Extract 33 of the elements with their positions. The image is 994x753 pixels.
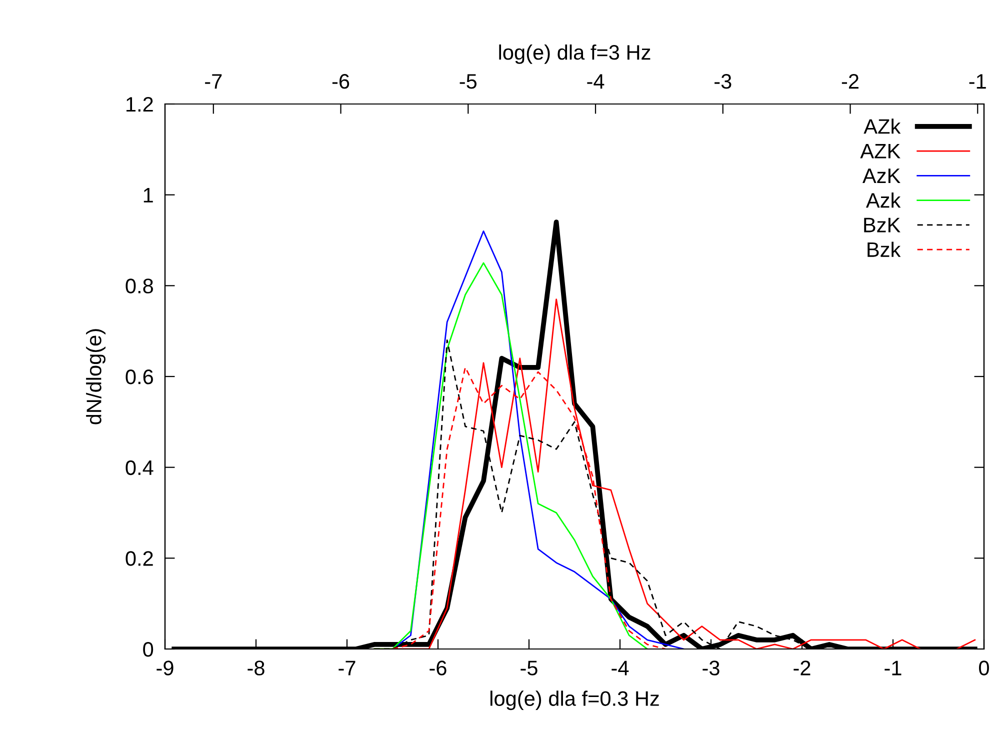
legend-label: BzK	[864, 218, 900, 232]
legend-label: AzK	[862, 168, 900, 183]
y-tick-label: 0.4	[126, 460, 154, 476]
legend-label: Azk	[866, 192, 901, 208]
x-tick-label: -4	[612, 660, 629, 676]
x-tick-label: -9	[156, 660, 174, 676]
y-tick-label: 1.2	[126, 97, 153, 112]
x-tick-label: -8	[248, 660, 264, 676]
y-tick-label: 0.8	[126, 278, 153, 294]
x-tick-label: -5	[520, 660, 538, 676]
x2-tick-label: -4	[587, 74, 604, 89]
x2-tick-label: -1	[969, 74, 986, 89]
x2-tick-label: -7	[205, 74, 222, 89]
x2-tick-label: -2	[842, 74, 858, 89]
x2-tick-label: -5	[460, 74, 477, 89]
y-tick-label: 0.2	[126, 551, 153, 566]
x-tick-label: -6	[430, 660, 446, 676]
x-tick-label: -7	[338, 660, 356, 676]
y-tick-label: 0	[143, 642, 154, 657]
x-tick-label: -3	[702, 660, 720, 676]
y-tick-label: 1	[144, 188, 153, 202]
y-tick-label: 0.6	[126, 370, 153, 384]
y-axis-title: dN/dlog(e)	[86, 329, 106, 424]
x-tick-label: 0	[979, 660, 989, 676]
legend-label: AZK	[860, 144, 900, 158]
x-tick-label: -2	[794, 660, 810, 676]
x2-tick-label: -6	[332, 74, 350, 89]
x2-axis-title: log(e) dla f=3 Hz	[499, 44, 650, 64]
legend-label: AZk	[864, 118, 901, 134]
x2-tick-label: -3	[714, 74, 732, 89]
x-axis-title: log(e) dla f=0.3 Hz	[490, 690, 659, 710]
x-tick-label: -1	[884, 660, 902, 676]
legend-label: Bzk	[868, 242, 901, 257]
